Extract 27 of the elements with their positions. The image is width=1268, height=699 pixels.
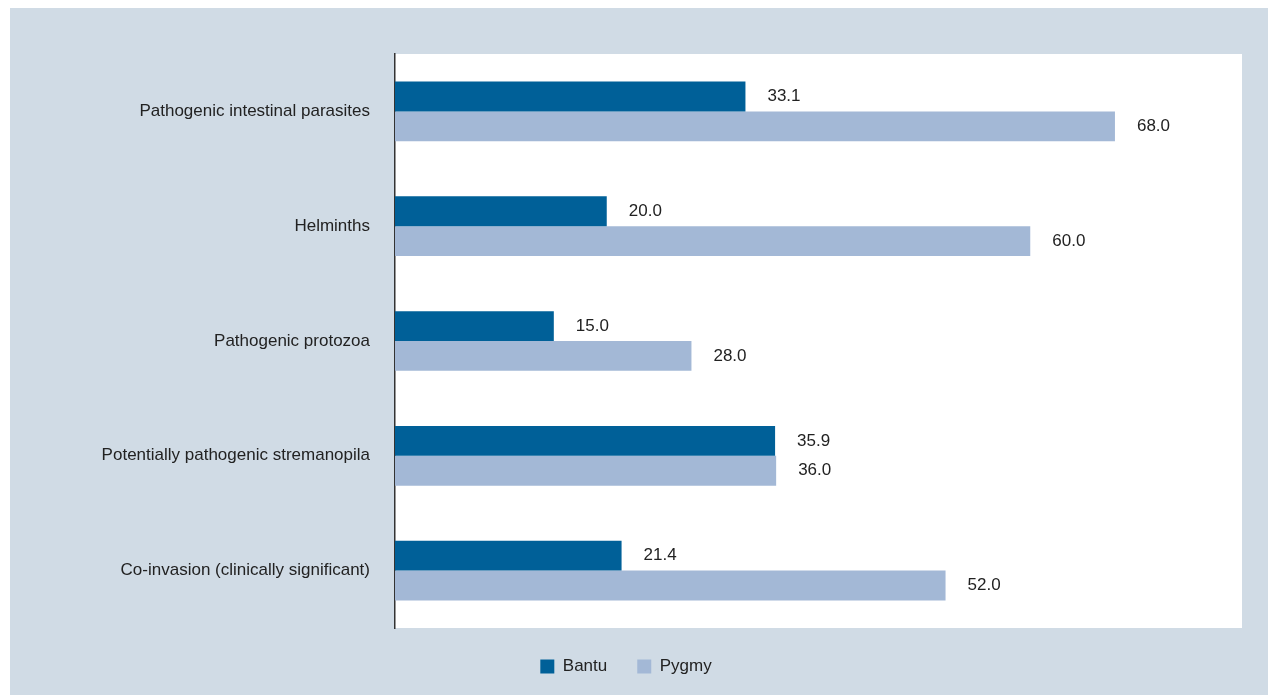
data-label: 52.0 [967, 575, 1001, 595]
y-tick-label: Helminths [294, 215, 370, 235]
bar [395, 570, 946, 601]
data-label: 35.9 [797, 430, 831, 450]
bar [395, 455, 777, 486]
bar [395, 196, 607, 227]
y-tick-label: Pathogenic protozoa [214, 330, 371, 350]
data-label: 60.0 [1052, 230, 1086, 250]
bar [395, 311, 554, 341]
data-label: 33.1 [767, 86, 801, 106]
data-label: 21.4 [643, 545, 677, 565]
y-tick-label: Co-invasion (clinically significant) [120, 560, 370, 580]
bar [395, 81, 746, 112]
legend-label: Pygmy [659, 656, 713, 676]
data-label: 68.0 [1136, 116, 1171, 136]
y-tick-label: Pathogenic intestinal parasites [139, 101, 370, 121]
y-tick-label: Potentially pathogenic stremanopila [101, 445, 371, 465]
legend-label: Bantu [562, 656, 608, 676]
bar [395, 540, 622, 571]
data-label: 20.0 [628, 200, 662, 220]
bar [395, 111, 1115, 142]
data-label: 36.0 [798, 460, 832, 480]
bar [395, 226, 1031, 257]
data-label: 15.0 [575, 315, 609, 335]
data-label: 28.0 [713, 345, 747, 365]
bar [395, 341, 692, 371]
bar [395, 425, 776, 456]
